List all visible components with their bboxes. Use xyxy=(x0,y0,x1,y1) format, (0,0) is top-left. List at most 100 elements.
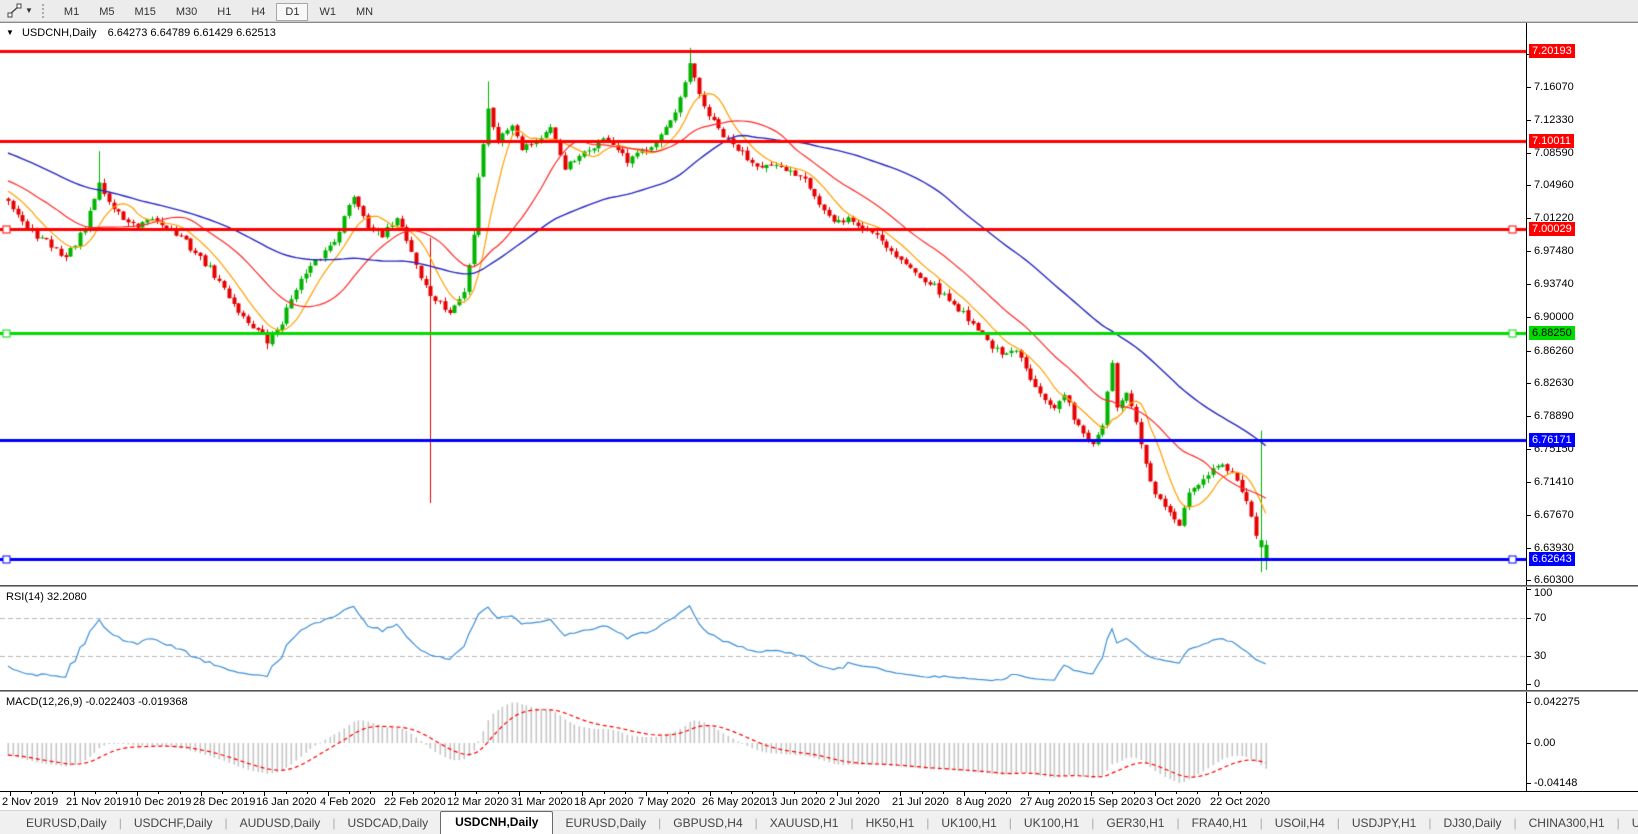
timeframe-button-m5[interactable]: M5 xyxy=(99,5,115,18)
time-tick-mark xyxy=(1218,792,1219,796)
chart-tab-uk100-h1[interactable]: UK100,H1 xyxy=(1023,816,1080,830)
chart-tab-audusd-daily[interactable]: AUDUSD,Daily xyxy=(239,816,321,830)
time-minor-tick xyxy=(943,792,944,794)
time-minor-tick xyxy=(243,792,244,794)
macd-tick-label: 0.042275 xyxy=(1534,696,1580,708)
price-tick-mark xyxy=(1527,383,1531,384)
chart-tab-china300-h1[interactable]: CHINA300,H1 xyxy=(1528,816,1605,830)
chart-tab-fra40-h1[interactable]: FRA40,H1 xyxy=(1191,816,1248,830)
price-chart-canvas[interactable] xyxy=(0,23,1526,586)
price-axis[interactable]: 7.198107.160707.123307.085907.049607.012… xyxy=(1526,23,1638,586)
rsi-tick-mark xyxy=(1527,589,1531,590)
tab-separator: | xyxy=(332,816,336,830)
price-tick-mark xyxy=(1527,218,1531,219)
price-line-badge: 6.62643 xyxy=(1529,552,1575,566)
timeframe-button-m1[interactable]: M1 xyxy=(63,5,80,18)
chart-tab-eurusd-daily[interactable]: EURUSD,Daily xyxy=(26,816,107,830)
rsi-tick-label: 30 xyxy=(1534,650,1547,662)
price-tick-mark xyxy=(1527,351,1531,352)
timeframe-button-m30[interactable]: M30 xyxy=(175,5,198,18)
chart-tab-xauusd-h1[interactable]: XAUUSD,H1 xyxy=(769,816,839,830)
timeframe-button-w1[interactable]: W1 xyxy=(319,5,336,18)
ohlc-readout: 6.64273 6.64789 6.61429 6.62513 xyxy=(107,27,276,39)
time-minor-tick xyxy=(1176,792,1177,794)
chart-tab-usoil-h1[interactable]: USOil,H1 xyxy=(1631,816,1638,830)
time-tick-label: 10 Dec 2019 xyxy=(129,796,192,808)
time-minor-tick xyxy=(688,792,689,794)
line-studies-icon[interactable] xyxy=(4,3,24,19)
price-tick-label: 7.12330 xyxy=(1534,114,1574,126)
chart-tab-usoil-h4[interactable]: USOil,H4 xyxy=(1274,816,1325,830)
time-tick-mark xyxy=(773,792,774,796)
chart-tab-usdcad-daily[interactable]: USDCAD,Daily xyxy=(347,816,429,830)
tab-separator: | xyxy=(1513,816,1517,830)
time-minor-tick xyxy=(158,792,159,794)
tab-separator: | xyxy=(658,816,662,830)
tab-separator: | xyxy=(118,816,122,830)
tab-separator: | xyxy=(754,816,758,830)
price-tick-label: 6.71410 xyxy=(1534,476,1574,488)
time-axis[interactable]: 2 Nov 2019 21 Nov 2019 10 Dec 2019 28 Dec 2… xyxy=(0,792,1638,810)
time-tick-mark xyxy=(1155,792,1156,796)
time-tick-mark xyxy=(137,792,138,796)
rsi-panel: RSI(14) 32.2080 100 70 30 0 xyxy=(0,587,1638,690)
time-minor-tick xyxy=(731,792,732,794)
timeframe-button-mn[interactable]: MN xyxy=(355,5,374,18)
price-tick-label: 7.16070 xyxy=(1534,81,1574,93)
chart-tab-uk100-h1[interactable]: UK100,H1 xyxy=(941,816,997,830)
time-minor-tick xyxy=(180,792,181,794)
time-tick-label: 27 Aug 2020 xyxy=(1020,796,1082,808)
time-minor-tick xyxy=(370,792,371,794)
price-line-badge: 7.00029 xyxy=(1529,222,1575,236)
chart-tab-eurusd-daily[interactable]: EURUSD,Daily xyxy=(565,816,647,830)
time-minor-tick xyxy=(667,792,668,794)
time-axis-line xyxy=(0,791,1638,792)
time-tick-mark xyxy=(710,792,711,796)
price-tick-mark xyxy=(1527,482,1531,483)
rsi-tick-label: 70 xyxy=(1534,612,1547,624)
time-minor-tick xyxy=(1049,792,1050,794)
panel-splitter[interactable] xyxy=(0,585,1638,587)
time-minor-tick xyxy=(498,792,499,794)
rsi-axis[interactable]: 100 70 30 0 xyxy=(1526,587,1638,690)
price-tick-mark xyxy=(1527,153,1531,154)
timeframe-button-h4[interactable]: H4 xyxy=(251,5,266,18)
macd-axis[interactable]: 0.042275 0.00 -0.04148 xyxy=(1526,692,1638,791)
chart-tab-dj30-daily[interactable]: DJ30,Daily xyxy=(1443,816,1502,830)
chart-header: ▼ USDCNH,Daily 6.64273 6.64789 6.61429 6… xyxy=(6,27,276,39)
chart-tab-usdjpy-h1[interactable]: USDJPY,H1 xyxy=(1351,816,1417,830)
rsi-canvas[interactable] xyxy=(0,587,1526,690)
timeframe-button-h1[interactable]: H1 xyxy=(217,5,232,18)
timeframe-button-m15[interactable]: M15 xyxy=(134,5,156,18)
macd-panel: MACD(12,26,9) -0.022403 -0.019368 0.0422… xyxy=(0,692,1638,791)
price-tick-label: 6.63930 xyxy=(1534,542,1574,554)
time-tick-label: 22 Feb 2020 xyxy=(384,796,446,808)
collapse-icon[interactable]: ▼ xyxy=(6,28,14,37)
time-minor-tick xyxy=(307,792,308,794)
dropdown-caret-icon[interactable]: ▼ xyxy=(25,6,33,15)
time-minor-tick xyxy=(1134,792,1135,794)
timeframe-button-d1[interactable]: D1 xyxy=(276,2,309,21)
chart-tab-hk50-h1[interactable]: HK50,H1 xyxy=(865,816,915,830)
chart-tab-usdchf-daily[interactable]: USDCHF,Daily xyxy=(133,816,213,830)
time-tick-mark xyxy=(1028,792,1029,796)
price-line-badge: 6.76171 xyxy=(1529,433,1575,447)
time-tick-mark xyxy=(646,792,647,796)
panel-splitter[interactable] xyxy=(0,690,1638,692)
time-minor-tick xyxy=(1006,792,1007,794)
time-minor-tick xyxy=(540,792,541,794)
time-minor-tick xyxy=(222,792,223,794)
time-tick-label: 21 Jul 2020 xyxy=(892,796,949,808)
time-tick-label: 8 Aug 2020 xyxy=(956,796,1012,808)
toolbar-grip[interactable] xyxy=(41,3,46,18)
macd-canvas[interactable] xyxy=(0,692,1526,791)
chart-tab-ger30-h1[interactable]: GER30,H1 xyxy=(1106,816,1165,830)
time-tick-mark xyxy=(837,792,838,796)
price-tick-mark xyxy=(1527,87,1531,88)
tab-separator: | xyxy=(1176,816,1180,830)
chart-tab-gbpusd-h4[interactable]: GBPUSD,H4 xyxy=(673,816,743,830)
chart-tab-usdcnh-daily[interactable]: USDCNH,Daily xyxy=(440,811,554,834)
macd-tick-label: 0.00 xyxy=(1534,737,1556,749)
price-line-badge: 7.20193 xyxy=(1529,44,1575,58)
